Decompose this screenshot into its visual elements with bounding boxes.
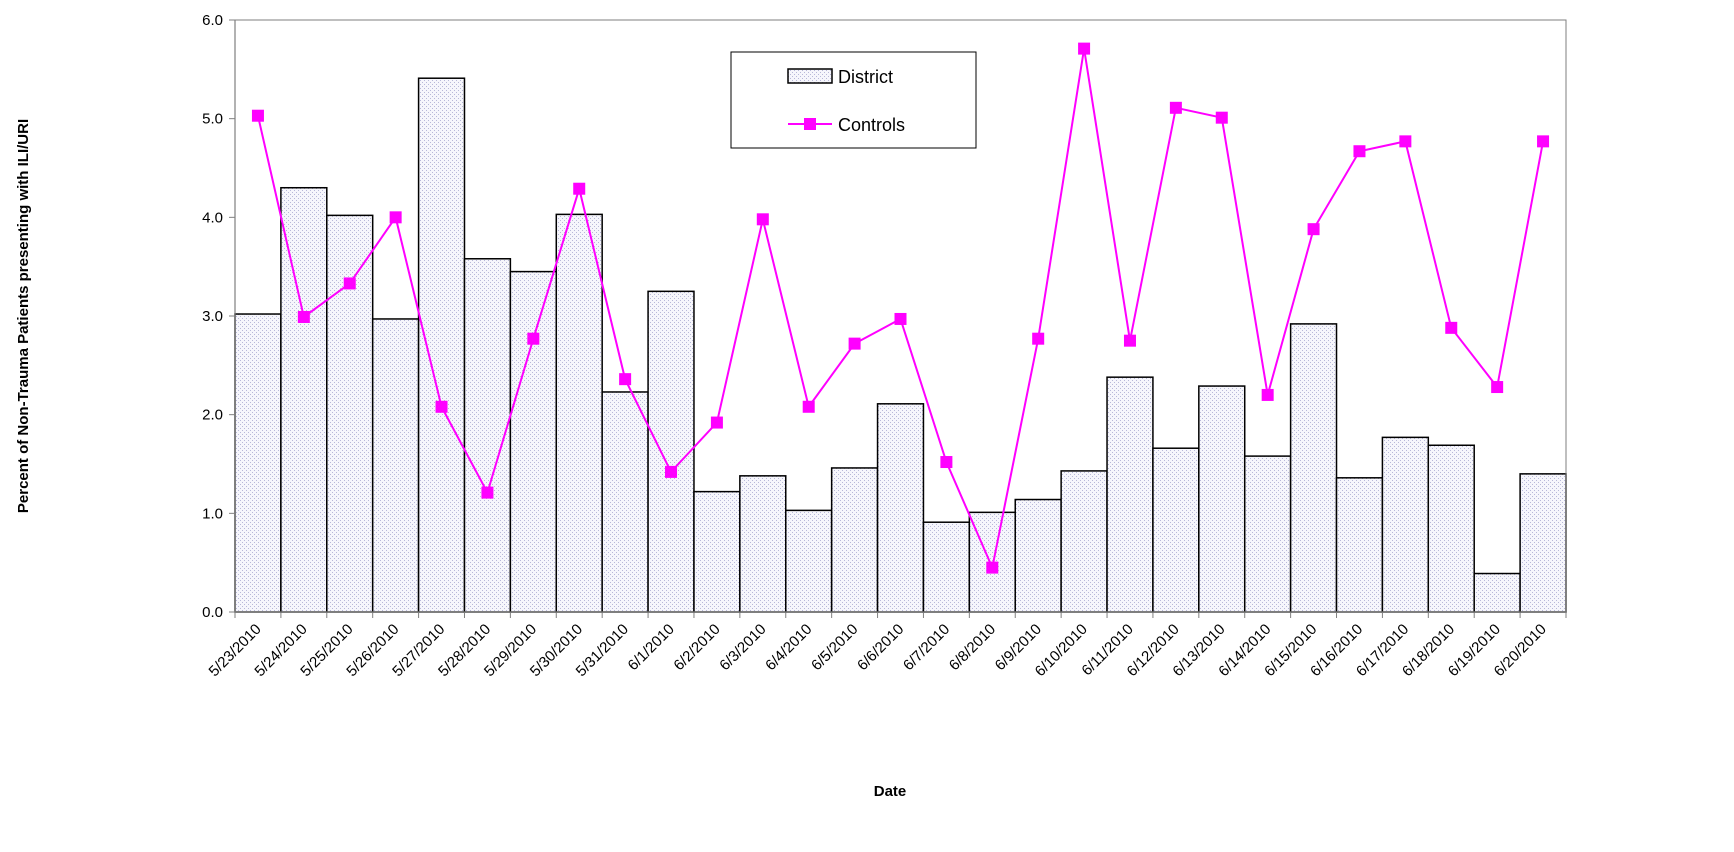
bar-district-27 [1427,444,1475,613]
controls-point-17 [986,561,999,574]
legend-swatch-controls-marker [804,118,816,130]
x-tick-label: 6/5/2010 [808,621,861,674]
controls-point-10 [665,465,678,478]
legend-box [730,51,977,149]
x-tick-label: 6/8/2010 [946,621,999,674]
y-tick-label: 1.0 [202,505,223,522]
bar-district-24 [1289,323,1338,613]
y-tick-label: 5.0 [202,111,223,128]
bar-district-20 [1106,376,1154,613]
controls-point-14 [848,337,861,350]
y-axis-title: Percent of Non-Trauma Patients presentin… [15,119,32,513]
controls-point-22 [1215,111,1228,124]
controls-point-7 [527,332,540,345]
controls-point-16 [940,456,953,469]
bar-district-7 [509,270,558,613]
bar-district-9 [601,391,649,613]
controls-point-20 [1123,334,1136,347]
bar-district-21 [1152,447,1200,613]
bar-district-23 [1243,455,1292,613]
bar-district-25 [1335,477,1384,613]
controls-point-6 [481,486,494,499]
controls-point-8 [573,182,586,195]
controls-point-24 [1307,223,1320,236]
y-tick-label: 6.0 [202,12,223,29]
bar-district-15 [876,403,925,613]
x-tick-label: 6/4/2010 [762,621,815,674]
y-tick-label: 3.0 [202,308,223,325]
controls-point-12 [756,213,769,226]
controls-point-25 [1353,145,1366,158]
controls-point-13 [802,400,815,413]
bar-district-19 [1060,470,1108,613]
x-tick-label: 6/7/2010 [900,621,953,674]
bar-district-18 [1014,498,1062,613]
bar-district-16 [922,521,971,613]
controls-point-26 [1399,135,1412,148]
bar-district-4 [371,318,420,613]
legend-label-district: District [838,67,893,87]
controls-point-18 [1032,332,1045,345]
bar-district-1 [234,313,282,613]
controls-point-3 [343,277,356,290]
x-tick-label: 6/1/2010 [625,621,678,674]
y-tick-label: 0.0 [202,604,223,621]
legend-swatch-district [787,68,833,84]
controls-point-29 [1537,135,1550,148]
controls-point-21 [1169,101,1182,114]
bar-district-13 [785,509,833,613]
bar-district-3 [326,214,374,613]
x-tick-label: 6/6/2010 [854,621,907,674]
bars-layer [234,77,1567,613]
bar-district-10 [647,290,695,613]
bar-district-6 [463,258,512,613]
y-tick-label: 4.0 [202,209,223,226]
bar-district-2 [280,186,328,613]
bar-district-5 [417,77,466,613]
x-tick-label: 6/3/2010 [716,621,769,674]
x-axis-title: Date [874,783,907,800]
bar-district-26 [1381,436,1430,613]
bar-district-8 [555,213,603,613]
controls-point-19 [1078,42,1091,55]
controls-line-layer [251,42,1550,574]
controls-point-15 [894,312,907,325]
bar-district-11 [693,490,741,613]
x-tick-label: 6/2/2010 [670,621,723,674]
controls-point-11 [710,416,723,429]
controls-point-1 [251,109,264,122]
controls-point-9 [619,373,632,386]
bar-district-28 [1473,572,1521,613]
controls-point-2 [297,310,310,323]
legend: District Controls [730,51,977,149]
bar-district-29 [1519,473,1567,613]
legend-label-controls: Controls [838,115,905,135]
controls-point-27 [1445,321,1458,334]
bar-district-22 [1198,385,1246,613]
controls-point-5 [435,400,448,413]
y-tick-label: 2.0 [202,407,223,424]
bar-district-14 [830,467,879,613]
controls-point-28 [1491,381,1504,394]
bar-district-12 [739,475,787,613]
controls-point-23 [1261,388,1274,401]
controls-point-4 [389,211,402,224]
